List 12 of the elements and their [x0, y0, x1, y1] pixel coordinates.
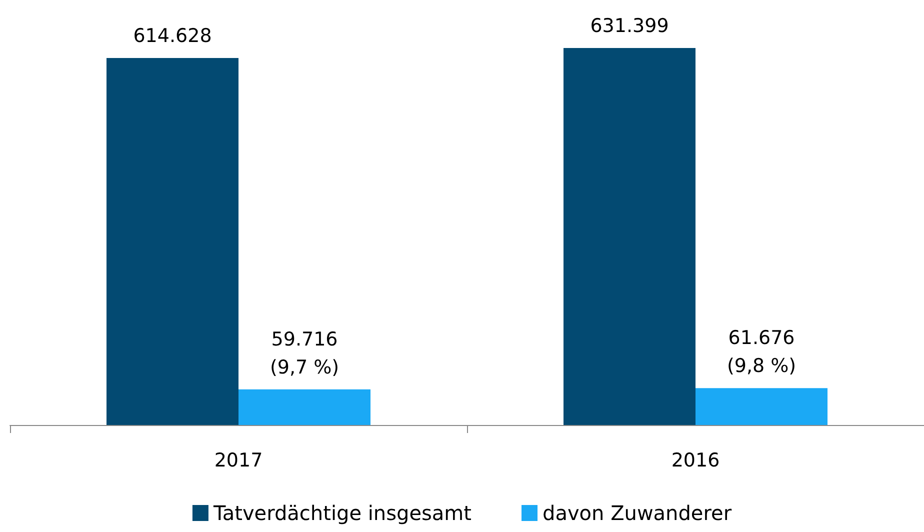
- data-label: 614.628: [133, 24, 212, 47]
- legend-label: davon Zuwanderer: [542, 501, 732, 525]
- x-tick-label: 2016: [671, 450, 720, 472]
- bar: [564, 48, 696, 425]
- data-label: 59.716 (9,7 %): [270, 328, 340, 378]
- bar: [106, 58, 238, 425]
- x-tick-label: 2017: [214, 450, 263, 472]
- data-label: 61.676 (9,8 %): [726, 327, 796, 378]
- legend-label: Tatverdächtige insgesamt: [212, 501, 472, 525]
- bar: [696, 388, 828, 425]
- bar: [238, 389, 370, 425]
- data-label: 631.399: [590, 14, 669, 37]
